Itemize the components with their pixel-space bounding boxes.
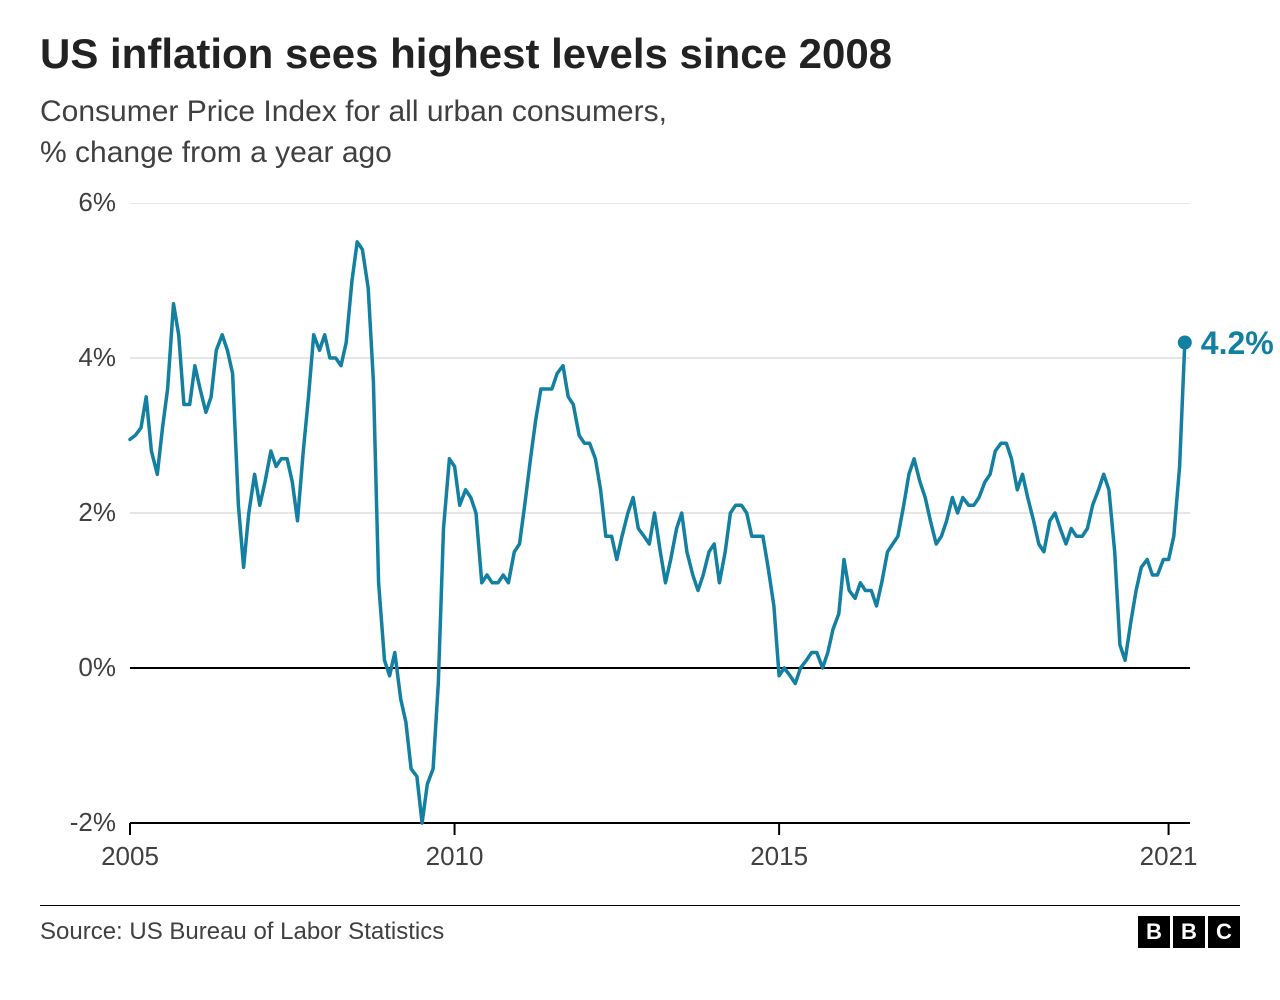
chart-subtitle: Consumer Price Index for all urban consu… [40,92,1240,173]
bbc-logo-letter: C [1208,916,1240,948]
chart-container: US inflation sees highest levels since 2… [0,0,1280,968]
line-chart-svg [40,203,1280,883]
x-axis-label: 2021 [1129,841,1209,872]
chart-title: US inflation sees highest levels since 2… [40,30,1240,78]
y-axis-label: -2% [40,807,116,838]
x-axis-label: 2015 [739,841,819,872]
x-axis-label: 2010 [415,841,495,872]
x-axis-label: 2005 [90,841,170,872]
end-value-label: 4.2% [1201,325,1274,362]
bbc-logo: B B C [1138,916,1240,948]
y-axis-label: 2% [40,497,116,528]
bbc-logo-letter: B [1173,916,1205,948]
plot-area: -2%0%2%4%6% 2005201020152021 4.2% [40,203,1240,883]
y-axis-label: 4% [40,342,116,373]
chart-footer: Source: US Bureau of Labor Statistics B … [40,905,1240,948]
bbc-logo-letter: B [1138,916,1170,948]
y-axis-label: 0% [40,652,116,683]
source-text: Source: US Bureau of Labor Statistics [40,918,444,946]
y-axis-label: 6% [40,187,116,218]
